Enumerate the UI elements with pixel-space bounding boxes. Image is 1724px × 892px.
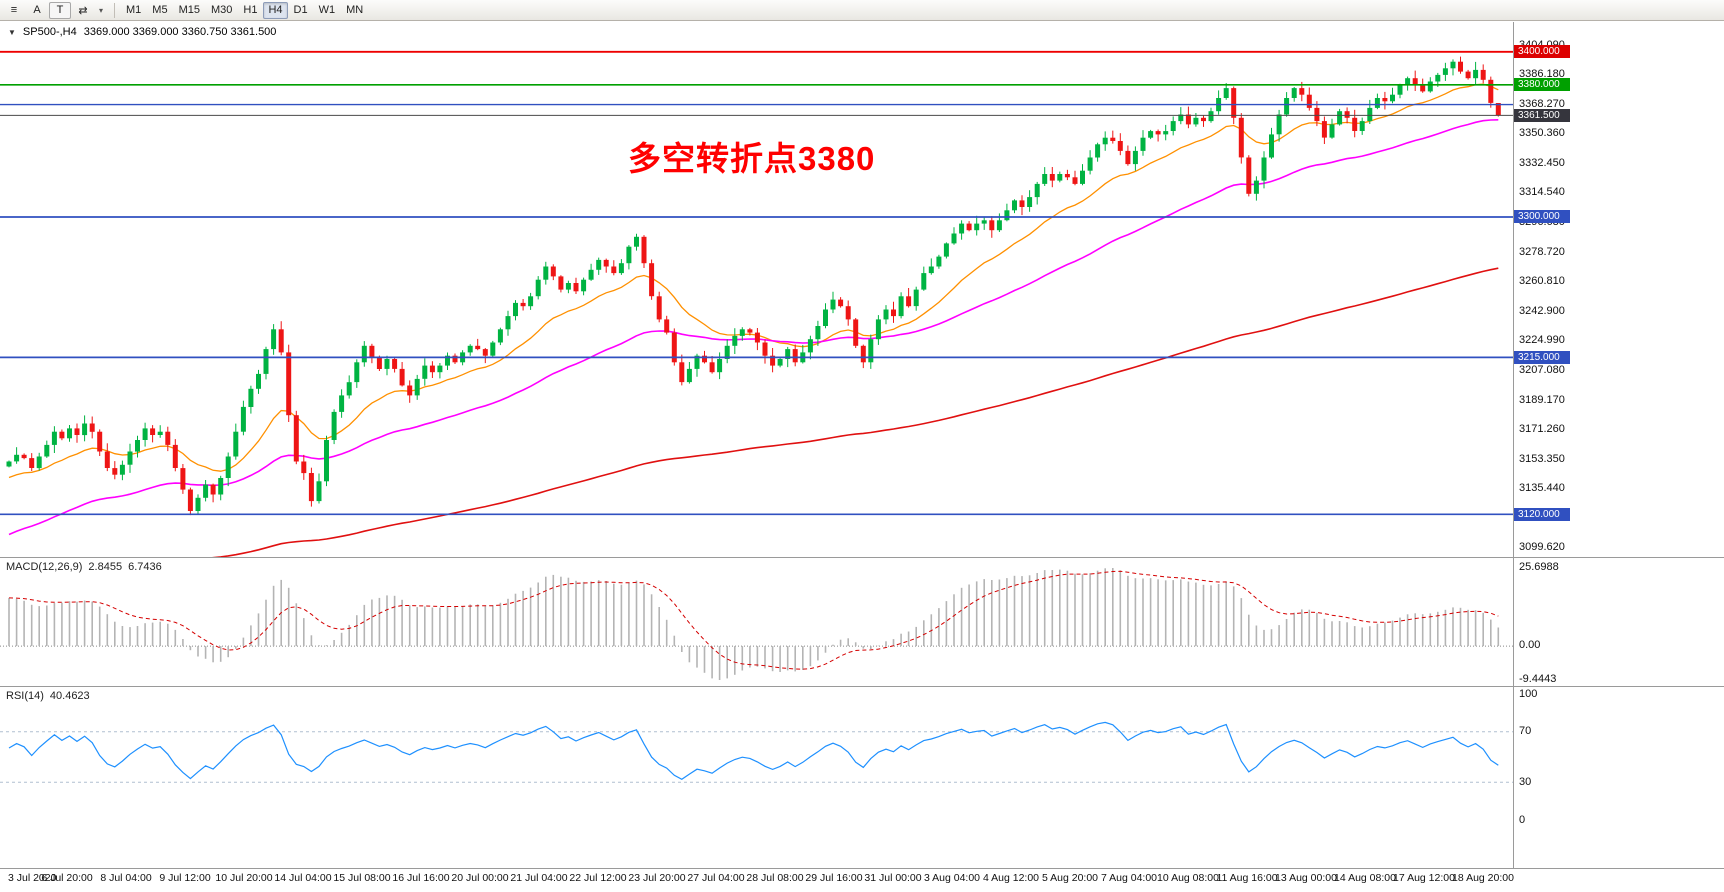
macd-name: MACD(12,26,9) — [6, 561, 83, 573]
chart-annotation-text[interactable]: 多空转折点3380 — [628, 140, 876, 177]
timeframe-button-d1[interactable]: D1 — [293, 4, 308, 16]
tool-text-tool-button[interactable]: T — [49, 1, 71, 19]
chart-header: ▼ SP500-,H4 3369.000 3369.000 3360.750 3… — [8, 26, 276, 38]
timeframe-button-mn[interactable]: MN — [346, 4, 364, 16]
rsi-value: 40.4623 — [49, 690, 90, 702]
timeframe-button-m1[interactable]: M1 — [126, 4, 142, 16]
symbol-title: SP500-,H4 — [22, 26, 77, 38]
ma-fast-orange — [8, 83, 1499, 479]
timeframe-buttons-group: M1 M5 M15 M30 H1 H4 D1 W1 MN — [121, 1, 369, 19]
ma-slow-red — [211, 267, 1499, 557]
timeframe-button-m30[interactable]: M30 — [210, 4, 233, 16]
rsi-indicator-label: RSI(14) 40.4623 — [6, 690, 96, 702]
macd-signal-value: 6.7436 — [128, 561, 162, 573]
tool-chart-list-button[interactable]: ≡ — [10, 4, 18, 16]
timeframe-button-h1[interactable]: H1 — [243, 4, 258, 16]
tool-buttons-group: ≡ A T ⇄ ▾ — [3, 1, 108, 19]
tool-arrow-tool-button[interactable]: ⇄ — [78, 4, 88, 17]
timeframe-button-m15[interactable]: M15 — [178, 4, 200, 16]
main-toolbar: ≡ A T ⇄ ▾ M1 M5 M15 M30 H1 H4 D1 W1 MN — [0, 0, 1724, 21]
timeframe-button-w1[interactable]: W1 — [318, 4, 336, 16]
macd-signal-line — [8, 570, 1499, 670]
collapse-arrow-icon[interactable]: ▼ — [8, 27, 16, 37]
macd-main-value: 2.8455 — [88, 561, 123, 573]
ohlc-quote: 3369.000 3369.000 3360.750 3361.500 — [83, 26, 277, 38]
tool-tool-dropdown[interactable]: ▾ — [98, 5, 103, 15]
timeframe-button-m5[interactable]: M5 — [152, 4, 168, 16]
timeframe-button-h4[interactable]: H4 — [263, 1, 288, 19]
macd-indicator-label: MACD(12,26,9) 2.8455 6.7436 — [6, 561, 168, 573]
price-lines-group — [0, 50, 1513, 516]
rsi-name: RSI(14) — [6, 690, 44, 702]
candles — [6, 56, 1501, 516]
rsi-line — [8, 721, 1499, 781]
tool-annotation-a-button[interactable]: A — [33, 4, 41, 16]
macd-histogram — [8, 568, 1500, 680]
toolbar-separator — [114, 2, 115, 18]
